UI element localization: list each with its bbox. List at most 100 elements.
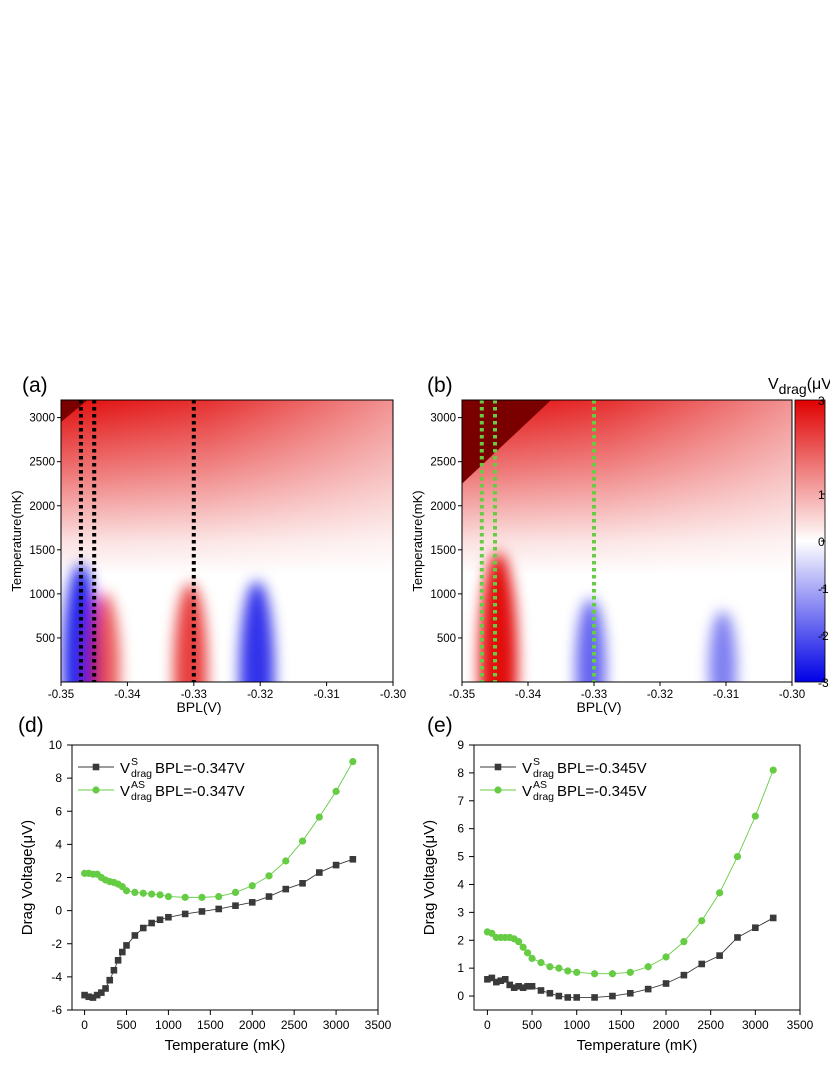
data-point-square xyxy=(248,899,256,906)
x-axis-label: BPL(V) xyxy=(176,699,221,715)
legend-label-tail: BPL=-0.345V xyxy=(557,760,647,777)
x-tick-label: 500 xyxy=(116,1018,136,1032)
data-point-square xyxy=(769,914,777,922)
y-tick-label: 10 xyxy=(49,738,63,752)
y-tick-label: 3000 xyxy=(29,413,55,425)
colorbar-tick-label: -2 xyxy=(818,629,829,643)
data-point-square xyxy=(528,982,536,990)
x-tick-label: 0 xyxy=(81,1018,88,1032)
legend-marker-square xyxy=(494,763,502,771)
legend-marker-square xyxy=(92,763,100,771)
data-point-square xyxy=(332,861,340,869)
data-point-circle xyxy=(662,953,670,961)
y-tick-label: 2500 xyxy=(430,457,456,469)
y-axis-label: Drag Voltage(μV) xyxy=(19,820,36,935)
heatmap-feature-2 xyxy=(173,583,208,682)
data-point-square xyxy=(484,976,491,983)
y-tick-label: 6 xyxy=(457,822,464,836)
data-point-square xyxy=(627,989,634,997)
colorbar-tick-label: -3 xyxy=(818,676,829,690)
y-tick-label: 4 xyxy=(457,877,464,891)
data-point-square xyxy=(110,966,118,974)
data-point-square xyxy=(555,992,563,1000)
data-point-square xyxy=(564,994,572,1001)
legend-label-sub: drag xyxy=(131,768,152,780)
data-point-square xyxy=(81,991,88,999)
x-tick-label: 2500 xyxy=(281,1018,308,1032)
colorbar-tick-label: -1 xyxy=(818,582,829,596)
data-point-square xyxy=(680,971,688,979)
data-point-square xyxy=(93,991,101,999)
x-tick-label: -0.35 xyxy=(449,689,475,701)
legend-label-tail: BPL=-0.345V xyxy=(557,783,647,800)
data-point-square xyxy=(591,994,598,1001)
panel-label-b: (b) xyxy=(427,374,453,397)
data-point-square xyxy=(198,908,206,915)
y-tick-label: 1000 xyxy=(430,589,456,601)
data-point-square xyxy=(573,994,581,1001)
data-point-square xyxy=(524,982,531,990)
data-point-square xyxy=(497,977,505,985)
legend-label-main: V xyxy=(522,760,532,777)
data-point-square xyxy=(114,957,122,964)
data-point-square xyxy=(493,978,500,986)
data-point-circle xyxy=(139,889,147,897)
data-point-circle xyxy=(716,889,724,897)
data-point-circle xyxy=(698,917,706,925)
y-tick-label: 500 xyxy=(36,633,55,645)
data-point-square xyxy=(506,981,514,989)
x-tick-label: -0.32 xyxy=(247,689,273,701)
data-point-circle xyxy=(733,852,742,861)
series-line-1 xyxy=(487,769,774,975)
y-tick-label: 3 xyxy=(457,905,464,919)
data-point-circle xyxy=(626,968,634,976)
x-tick-label: -0.34 xyxy=(114,689,141,701)
data-point-circle xyxy=(248,882,256,890)
x-tick-label: 3500 xyxy=(787,1018,814,1032)
data-point-square xyxy=(282,885,290,893)
y-tick-label: 0 xyxy=(55,904,62,918)
data-point-square xyxy=(181,910,189,918)
y-tick-label: 8 xyxy=(55,771,62,785)
legend-label-main: V xyxy=(522,783,532,800)
legend-label-0: V xyxy=(522,760,532,777)
data-point-square xyxy=(299,879,306,887)
x-tick-label: -0.30 xyxy=(779,689,805,701)
colorbar-tick-label: 0 xyxy=(818,535,825,549)
y-tick-label: 7 xyxy=(457,794,464,808)
y-tick-label: 2000 xyxy=(430,501,456,513)
data-point-circle xyxy=(164,892,173,901)
data-point-circle xyxy=(546,963,554,971)
y-tick-label: 4 xyxy=(55,837,62,851)
data-point-square xyxy=(752,924,759,932)
data-point-square xyxy=(537,987,545,994)
x-tick-label: -0.31 xyxy=(713,689,739,701)
y-tick-label: 1 xyxy=(457,961,464,975)
x-tick-label: 1500 xyxy=(608,1018,635,1032)
y-tick-label: 0 xyxy=(457,989,464,1003)
panel-label-a: (a) xyxy=(22,374,48,397)
series-line-0 xyxy=(84,858,353,999)
data-point-circle xyxy=(265,872,273,880)
y-tick-label: 1000 xyxy=(29,589,55,601)
data-point-circle xyxy=(198,893,206,901)
data-point-square xyxy=(501,976,509,983)
x-axis-label: BPL(V) xyxy=(576,699,621,715)
data-point-square xyxy=(148,919,155,927)
legend-label-0: V xyxy=(120,760,130,777)
data-point-circle xyxy=(644,963,652,971)
data-point-circle xyxy=(523,949,532,957)
data-point-circle xyxy=(769,766,777,774)
y-axis-label: Drag Voltage(μV) xyxy=(421,820,438,935)
data-point-square xyxy=(215,905,223,913)
data-point-circle xyxy=(156,891,164,899)
x-tick-label: -0.34 xyxy=(515,689,542,701)
data-point-square xyxy=(698,960,706,968)
heatmap-feature-3 xyxy=(239,580,275,682)
x-tick-label: 1000 xyxy=(563,1018,590,1032)
data-point-square xyxy=(316,869,323,876)
data-point-circle xyxy=(315,813,323,821)
x-tick-label: -0.30 xyxy=(380,689,406,701)
heatmap-feature-1 xyxy=(575,598,606,682)
